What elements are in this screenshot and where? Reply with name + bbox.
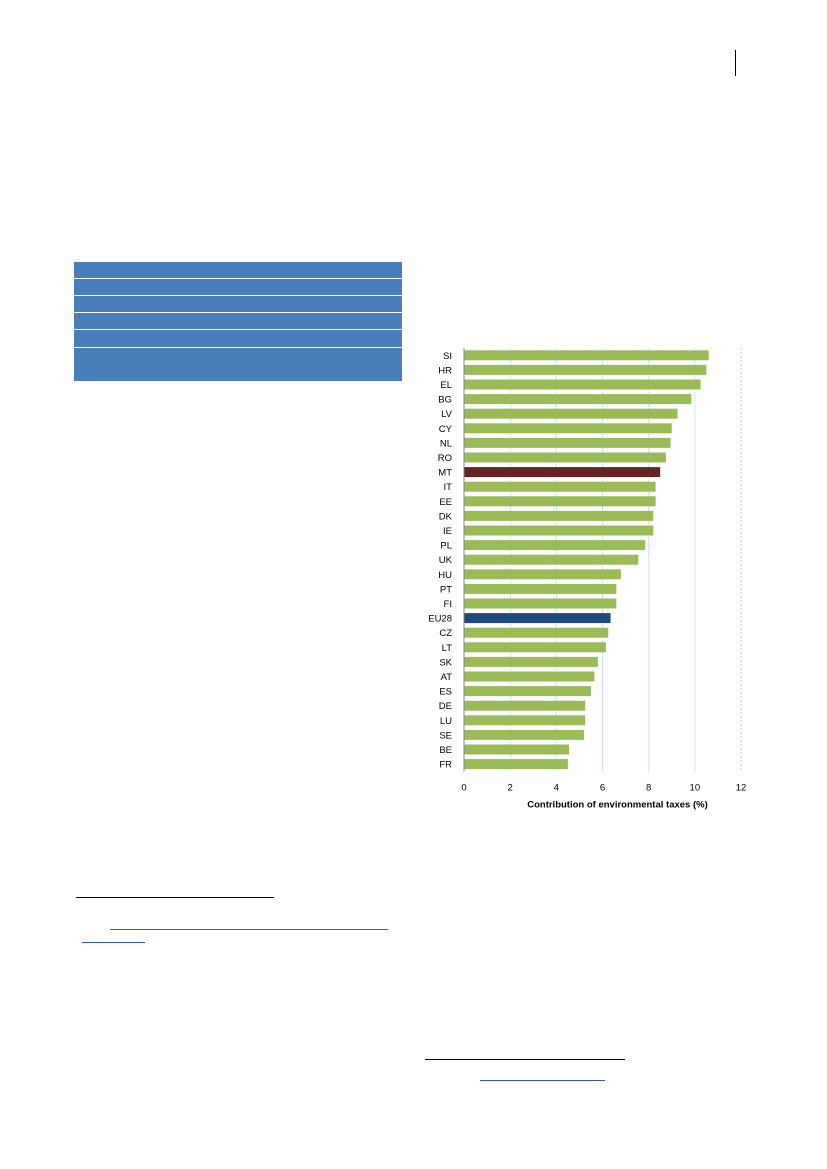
x-tick-label: 12 (736, 782, 747, 793)
bar-hr (464, 364, 707, 375)
header-rule (735, 50, 736, 76)
table-row-divider (74, 278, 402, 279)
footnote-separator-right (425, 1059, 625, 1060)
x-tick-label: 10 (690, 782, 701, 793)
x-axis-label: Contribution of environmental taxes (%) (527, 799, 708, 810)
bar-pl (464, 540, 646, 551)
category-label: SI (443, 351, 452, 362)
category-label: PL (440, 541, 452, 552)
category-label: FR (439, 760, 452, 771)
category-label: DE (439, 701, 452, 712)
bar-it (464, 481, 656, 492)
category-label: PT (440, 584, 452, 595)
bar-lu (464, 715, 586, 726)
category-label: ES (439, 687, 452, 698)
category-label: RO (438, 453, 452, 464)
bar-mt (464, 467, 661, 478)
x-tick-label: 4 (554, 782, 559, 793)
bar-hu (464, 569, 621, 580)
category-label: HU (438, 570, 452, 581)
category-label: IT (444, 482, 453, 493)
table-row-divider (74, 295, 402, 296)
category-label: IE (443, 526, 452, 537)
category-label: FI (444, 599, 452, 610)
table-row-divider (74, 329, 402, 330)
table-row-divider (74, 312, 402, 313)
x-tick-label: 8 (646, 782, 651, 793)
x-tick-label: 0 (461, 782, 466, 793)
category-label: EE (439, 497, 452, 508)
x-tick-label: 6 (600, 782, 605, 793)
bar-be (464, 744, 570, 755)
category-label: BE (439, 745, 452, 756)
table-block (74, 262, 402, 381)
bar-es (464, 686, 591, 697)
category-label: AT (441, 672, 453, 683)
bar-se (464, 729, 585, 740)
category-label: SK (439, 657, 452, 668)
category-label: EU28 (428, 614, 452, 625)
bar-ie (464, 525, 654, 536)
category-label: CZ (439, 628, 452, 639)
bar-ee (464, 496, 656, 507)
bar-cy (464, 423, 672, 434)
category-label: SE (439, 730, 452, 741)
category-label: LT (442, 643, 453, 654)
bar-nl (464, 437, 671, 448)
bar-at (464, 671, 595, 682)
environmental-taxes-chart: SI HR EL BG LV CY NL RO MT IT EE DK IE PL UK HU PT FI EU28… (428, 348, 747, 810)
bar-lt (464, 642, 606, 653)
category-label: EL (440, 380, 452, 391)
bar-de (464, 700, 586, 711)
category-label: BG (438, 395, 452, 406)
category-label: NL (440, 438, 452, 449)
table-row-divider (74, 347, 402, 348)
bar-lv (464, 408, 678, 419)
category-label: HR (438, 365, 452, 376)
bar-dk (464, 510, 654, 521)
footnote-link-continued[interactable] (82, 942, 145, 943)
bar-ro (464, 452, 666, 463)
category-label: UK (439, 555, 453, 566)
bar-fi (464, 598, 617, 609)
footnote-link-right[interactable] (480, 1080, 605, 1081)
bar-fr (464, 759, 568, 770)
bar-bg (464, 394, 692, 405)
footnote-link[interactable] (110, 929, 388, 930)
category-label: MT (438, 468, 452, 479)
category-label: LU (440, 716, 452, 727)
x-tick-label: 2 (508, 782, 513, 793)
bar-sk (464, 656, 598, 667)
footnote-separator (76, 897, 274, 898)
bar-cz (464, 627, 609, 638)
bar-si (464, 350, 709, 361)
category-label: CY (439, 424, 453, 435)
bar-pt (464, 583, 617, 594)
category-label: LV (441, 409, 453, 420)
category-label: DK (439, 511, 453, 522)
bar-eu28 (464, 613, 611, 624)
bar-el (464, 379, 701, 390)
bar-uk (464, 554, 639, 565)
